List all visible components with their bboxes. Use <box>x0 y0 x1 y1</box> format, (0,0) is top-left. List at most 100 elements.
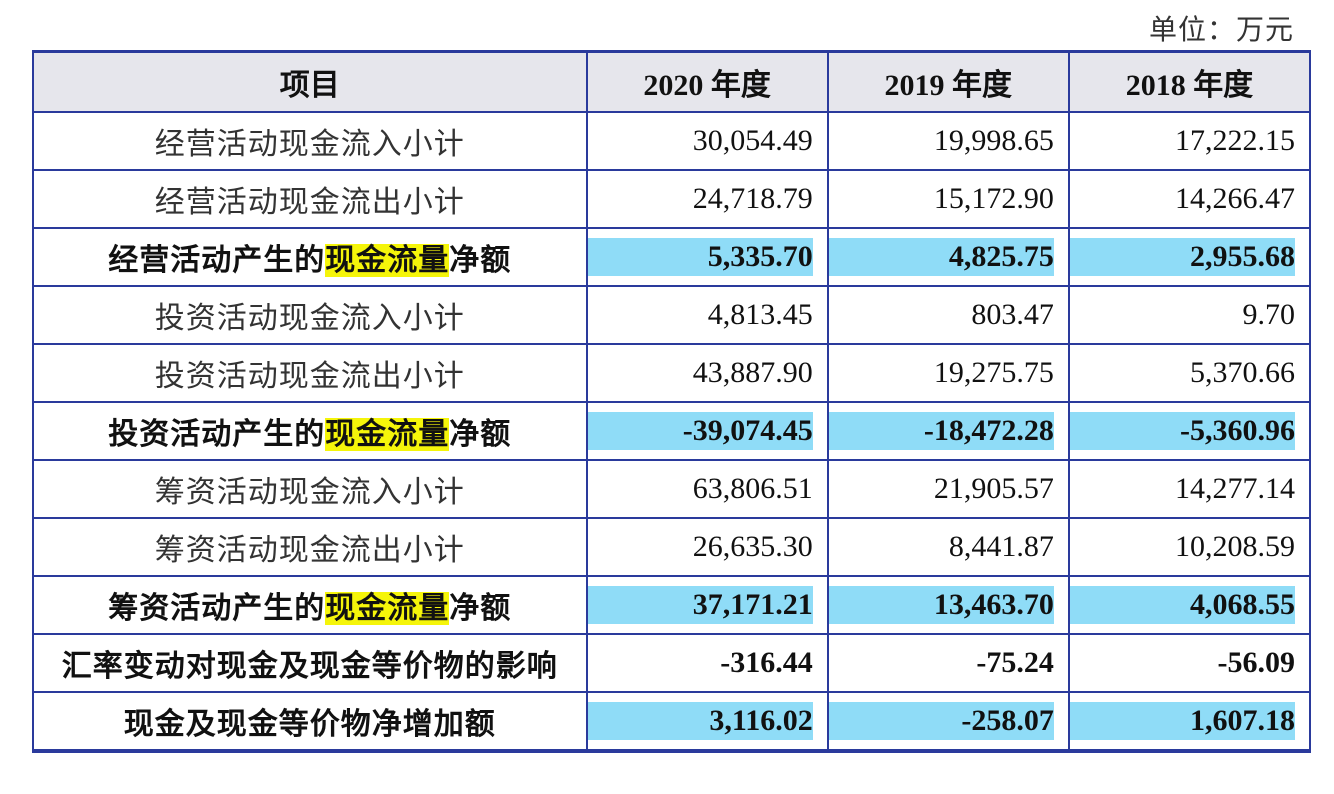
value-cell: -5,360.96 <box>1067 401 1312 461</box>
value: 13,463.70 <box>828 586 1054 624</box>
value: -316.44 <box>720 646 813 679</box>
value: 24,718.79 <box>692 182 813 215</box>
value: 5,370.66 <box>1190 356 1295 389</box>
row-label: 汇率变动对现金及现金等价物的影响 <box>32 633 588 693</box>
value: 30,054.49 <box>692 124 813 157</box>
value: -258.07 <box>828 702 1054 740</box>
table-row: 汇率变动对现金及现金等价物的影响 -316.44 -75.24 -56.09 <box>32 633 1312 693</box>
value: 15,172.90 <box>933 182 1054 215</box>
table-row: 投资活动产生的现金流量净额 -39,074.45 -18,472.28 -5,360.… <box>32 401 1312 461</box>
table-row: 筹资活动现金流出小计 26,635.30 8,441.87 10,208.59 <box>32 517 1312 577</box>
row-label: 经营活动产生的现金流量净额 <box>32 227 588 287</box>
table-row: 筹资活动产生的现金流量净额 37,171.21 13,463.70 4,068.55 <box>32 575 1312 635</box>
value: 2,955.68 <box>1069 238 1295 276</box>
label-part: 净额 <box>449 244 512 277</box>
value-cell: -56.09 <box>1067 633 1312 693</box>
header-2020: 2020 年度 <box>585 50 829 113</box>
value-cell: 30,054.49 <box>585 111 829 171</box>
highlighted-term: 现金流量 <box>325 592 450 625</box>
cash-flow-table: 项目 2020 年度 2019 年度 2018 年度 经营活动现金流入小计 30,… <box>32 50 1312 753</box>
value: 4,813.45 <box>707 298 813 331</box>
value-cell: 13,463.70 <box>826 575 1070 635</box>
value: 17,222.15 <box>1175 124 1295 157</box>
table-row: 经营活动现金流出小计 24,718.79 15,172.90 14,266.47 <box>32 169 1312 229</box>
value: 19,275.75 <box>933 356 1054 389</box>
row-label: 筹资活动产生的现金流量净额 <box>32 575 588 635</box>
highlighted-term: 现金流量 <box>325 418 450 451</box>
row-label: 投资活动现金流出小计 <box>32 343 588 403</box>
value-cell: -316.44 <box>585 633 829 693</box>
row-label: 经营活动现金流出小计 <box>32 169 588 229</box>
value-cell: -39,074.45 <box>585 401 829 461</box>
value-cell: -18,472.28 <box>826 401 1070 461</box>
value: -5,360.96 <box>1069 412 1295 450</box>
table-row: 投资活动现金流入小计 4,813.45 803.47 9.70 <box>32 285 1312 345</box>
value: 1,607.18 <box>1069 702 1295 740</box>
value: 21,905.57 <box>933 472 1054 505</box>
table-row: 现金及现金等价物净增加额 3,116.02 -258.07 1,607.18 <box>32 691 1312 752</box>
value-cell: 37,171.21 <box>585 575 829 635</box>
value: -56.09 <box>1217 646 1296 679</box>
row-label: 投资活动产生的现金流量净额 <box>32 401 588 461</box>
value: 4,825.75 <box>828 238 1054 276</box>
table-row: 经营活动产生的现金流量净额 5,335.70 4,825.75 2,955.68 <box>32 227 1312 287</box>
value-cell: 4,813.45 <box>585 285 829 345</box>
value: 43,887.90 <box>692 356 813 389</box>
row-label: 投资活动现金流入小计 <box>32 285 588 345</box>
value-cell: 26,635.30 <box>585 517 829 577</box>
value-cell: 4,825.75 <box>826 227 1070 287</box>
row-label: 筹资活动现金流出小计 <box>32 517 588 577</box>
value-cell: -258.07 <box>826 691 1070 752</box>
value-cell: 5,370.66 <box>1067 343 1312 403</box>
table-row: 经营活动现金流入小计 30,054.49 19,998.65 17,222.15 <box>32 111 1312 171</box>
value: 3,116.02 <box>587 702 813 740</box>
value: 19,998.65 <box>933 124 1054 157</box>
label-part: 投资活动产生的 <box>108 418 326 451</box>
value-cell: 43,887.90 <box>585 343 829 403</box>
value-cell: 1,607.18 <box>1067 691 1312 752</box>
label-part: 经营活动产生的 <box>108 244 326 277</box>
header-2018: 2018 年度 <box>1067 50 1312 113</box>
value: 37,171.21 <box>587 586 813 624</box>
highlighted-term: 现金流量 <box>325 244 450 277</box>
value-cell: 9.70 <box>1067 285 1312 345</box>
value-cell: -75.24 <box>826 633 1070 693</box>
value-cell: 17,222.15 <box>1067 111 1312 171</box>
value-cell: 19,275.75 <box>826 343 1070 403</box>
value: 9.70 <box>1242 298 1296 331</box>
value-cell: 15,172.90 <box>826 169 1070 229</box>
label-part: 净额 <box>449 592 512 625</box>
value: 5,335.70 <box>587 238 813 276</box>
label-part: 净额 <box>449 418 512 451</box>
value-cell: 3,116.02 <box>585 691 829 752</box>
value-cell: 14,277.14 <box>1067 459 1312 519</box>
header-2019: 2019 年度 <box>826 50 1070 113</box>
table-row: 投资活动现金流出小计 43,887.90 19,275.75 5,370.66 <box>32 343 1312 403</box>
row-label: 经营活动现金流入小计 <box>32 111 588 171</box>
value: 63,806.51 <box>692 472 813 505</box>
header-row: 项目 2020 年度 2019 年度 2018 年度 <box>32 50 1312 113</box>
value: -75.24 <box>976 646 1054 679</box>
value-cell: 14,266.47 <box>1067 169 1312 229</box>
value: 10,208.59 <box>1175 530 1295 563</box>
value-cell: 2,955.68 <box>1067 227 1312 287</box>
value: 26,635.30 <box>692 530 813 563</box>
row-label: 现金及现金等价物净增加额 <box>32 691 588 752</box>
label-part: 筹资活动产生的 <box>108 592 326 625</box>
value-cell: 8,441.87 <box>826 517 1070 577</box>
value: 803.47 <box>971 298 1054 331</box>
value-cell: 4,068.55 <box>1067 575 1312 635</box>
value: 4,068.55 <box>1069 586 1295 624</box>
value-cell: 63,806.51 <box>585 459 829 519</box>
value-cell: 21,905.57 <box>826 459 1070 519</box>
header-item: 项目 <box>32 50 588 113</box>
value-cell: 803.47 <box>826 285 1070 345</box>
value: -18,472.28 <box>828 412 1054 450</box>
row-label: 筹资活动现金流入小计 <box>32 459 588 519</box>
value: 14,266.47 <box>1175 182 1295 215</box>
value: 14,277.14 <box>1175 472 1295 505</box>
value-cell: 24,718.79 <box>585 169 829 229</box>
value: -39,074.45 <box>587 412 813 450</box>
value: 8,441.87 <box>948 530 1054 563</box>
table-row: 筹资活动现金流入小计 63,806.51 21,905.57 14,277.14 <box>32 459 1312 519</box>
